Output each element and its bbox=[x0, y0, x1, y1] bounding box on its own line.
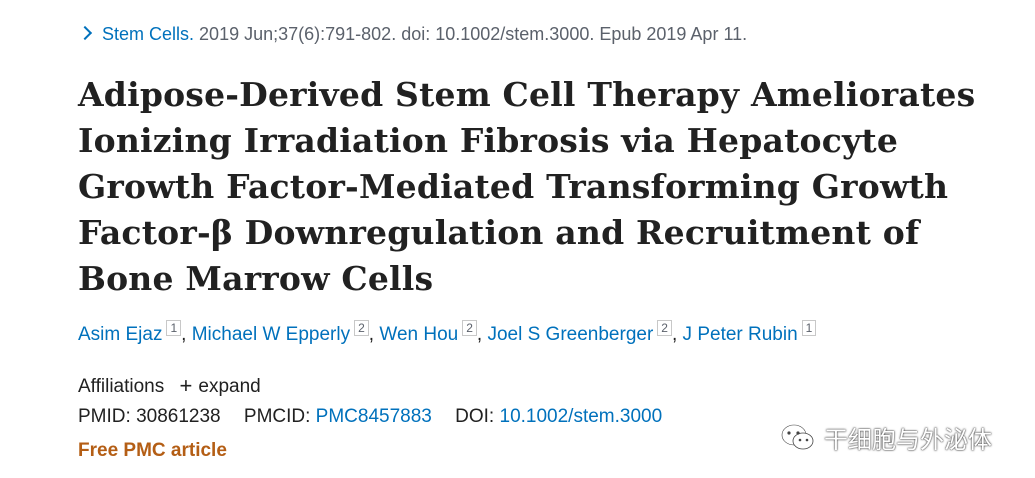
plus-icon: + bbox=[179, 373, 193, 398]
pmcid-link[interactable]: PMC8457883 bbox=[315, 406, 432, 427]
affiliation-marker[interactable]: 2 bbox=[354, 320, 369, 336]
author-link[interactable]: J Peter Rubin bbox=[682, 324, 798, 345]
affiliations-label: Affiliations bbox=[78, 376, 165, 397]
affiliation-marker[interactable]: 2 bbox=[657, 320, 672, 336]
author-link[interactable]: Wen Hou bbox=[379, 324, 459, 345]
watermark-text: 干细胞与外泌体 bbox=[824, 426, 992, 454]
doi-link[interactable]: 10.1002/stem.3000 bbox=[499, 406, 663, 427]
author-link[interactable]: Asim Ejaz bbox=[78, 324, 163, 345]
free-pmc-article-badge: Free PMC article bbox=[78, 440, 227, 461]
pmid-value: 30861238 bbox=[136, 406, 221, 427]
author-link[interactable]: Michael W Epperly bbox=[191, 324, 351, 345]
journal-link[interactable]: Stem Cells. bbox=[102, 24, 195, 44]
article-title: Adipose-Derived Stem Cell Therapy Amelio… bbox=[78, 75, 976, 298]
wechat-icon bbox=[780, 423, 814, 449]
pmcid-label: PMCID: bbox=[243, 406, 311, 427]
citation-details: 2019 Jun;37(6):791-802. doi: 10.1002/ste… bbox=[199, 24, 748, 44]
watermark: 干细胞与外泌体 bbox=[780, 420, 992, 455]
affiliation-marker[interactable]: 1 bbox=[801, 320, 817, 336]
chevron-right-icon[interactable] bbox=[77, 25, 93, 41]
doi-label: DOI: bbox=[455, 406, 495, 427]
affiliation-marker[interactable]: 2 bbox=[462, 320, 477, 336]
expand-label: expand bbox=[198, 376, 261, 397]
citation-line: Stem Cells. 2019 Jun;37(6):791-802. doi:… bbox=[77, 24, 748, 45]
affiliation-marker[interactable]: 1 bbox=[166, 320, 182, 336]
identifiers-row: PMID: 30861238 PMCID: PMC8457883 DOI: 10… bbox=[78, 406, 662, 428]
pmid-label: PMID: bbox=[78, 406, 131, 427]
author-list: Asim Ejaz 1, Michael W Epperly 2, Wen Hou 2… bbox=[78, 320, 817, 346]
affiliations-row: Affiliations + expand bbox=[78, 372, 261, 398]
expand-affiliations-button[interactable]: + expand bbox=[179, 373, 261, 398]
author-link[interactable]: Joel S Greenberger bbox=[487, 324, 654, 345]
